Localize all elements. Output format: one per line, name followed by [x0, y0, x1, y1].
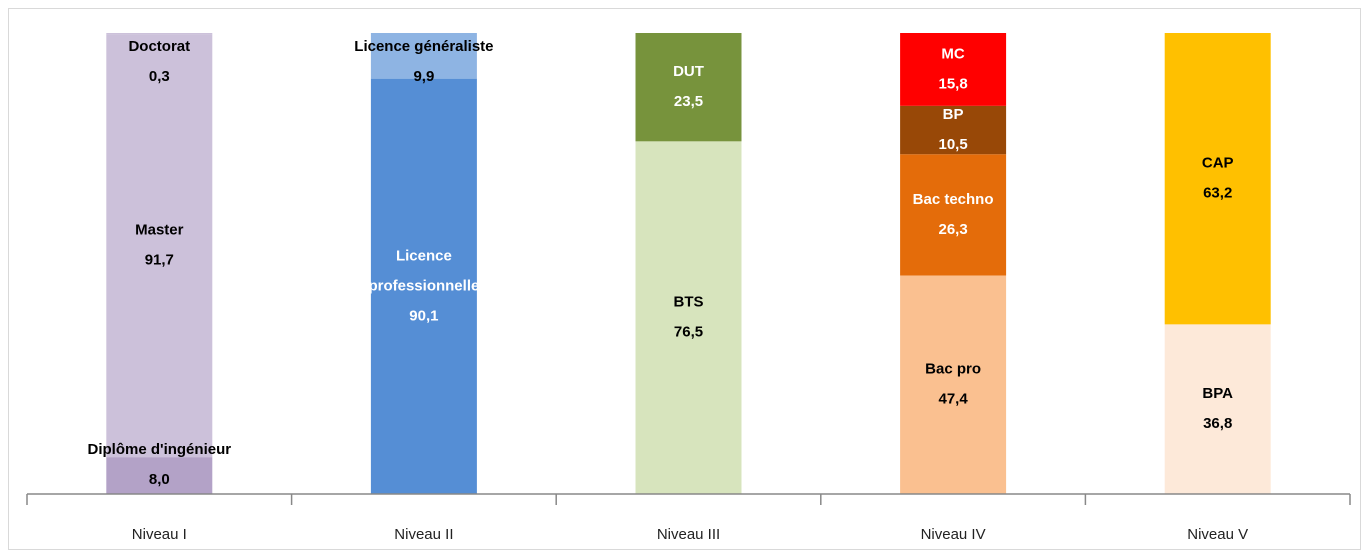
segment-name: Bac pro	[925, 361, 981, 378]
data-label: 8,0	[149, 471, 170, 488]
data-label: 47,4	[938, 391, 968, 408]
bar-segment	[900, 275, 1007, 494]
bar-segment	[106, 33, 213, 35]
bar-segment	[370, 78, 477, 494]
segment-name: Bac techno	[913, 191, 994, 208]
data-label: 36,8	[1203, 415, 1232, 432]
bar-segment	[1164, 33, 1271, 325]
bar-segment	[1164, 324, 1271, 494]
data-label: 90,1	[409, 307, 438, 324]
bar-segment	[370, 33, 477, 79]
bar-segment	[635, 33, 742, 142]
bar-segment	[900, 154, 1007, 276]
segment-name: Diplôme d'ingénieur	[88, 441, 232, 458]
segment-name: Licence généraliste	[354, 38, 493, 55]
segment-name: Licence professionnelle	[368, 247, 479, 294]
segment-name: CAP	[1202, 155, 1234, 172]
data-label: 76,5	[674, 324, 703, 341]
data-label: 0,3	[149, 68, 170, 85]
segment-name: Doctorat	[128, 38, 190, 55]
segment-name: BTS	[674, 294, 704, 311]
bar-segment	[635, 141, 742, 494]
x-tick-label: Niveau V	[1187, 526, 1248, 543]
x-tick-label: Niveau I	[132, 526, 187, 543]
bar-segment	[900, 33, 1007, 106]
segment-name: BPA	[1202, 385, 1233, 402]
data-label: 9,9	[413, 68, 434, 85]
segment-name: MC	[941, 45, 964, 62]
bar-segment	[900, 105, 1007, 155]
x-tick-label: Niveau II	[394, 526, 453, 543]
data-label: 23,5	[674, 93, 703, 110]
data-label: 91,7	[145, 252, 174, 269]
bar-segment	[106, 457, 213, 494]
bar-segment	[106, 34, 213, 458]
segment-name: DUT	[673, 63, 704, 80]
data-label: 26,3	[938, 221, 967, 238]
segment-name: BP	[943, 106, 964, 123]
x-tick-label: Niveau IV	[921, 526, 986, 543]
segment-name: Master	[135, 222, 184, 239]
x-tick-label: Niveau III	[657, 526, 720, 543]
data-label: 63,2	[1203, 185, 1232, 202]
data-label: 10,5	[938, 136, 967, 153]
data-label: 15,8	[938, 75, 967, 92]
